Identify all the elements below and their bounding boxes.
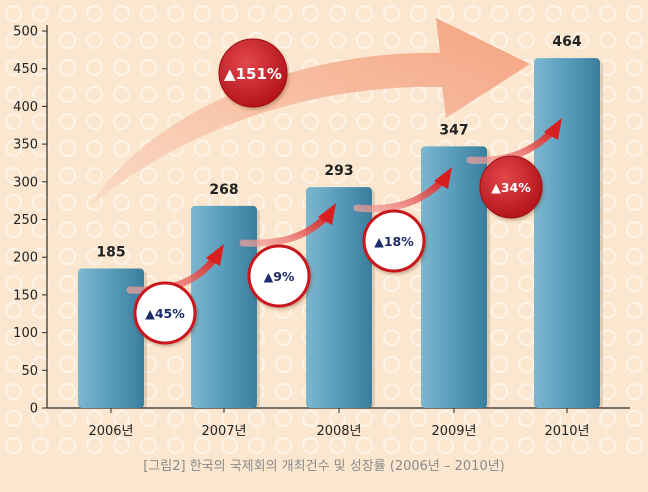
bars-group: 185 268 293 347 464: [78, 34, 603, 408]
growth-arrow-head: [434, 167, 452, 189]
growth-badge-label: ▲34%: [491, 180, 531, 195]
figure-caption: [그림2] 한국의 국제회의 개최건수 및 성장률 (2006년 – 2010년…: [143, 459, 505, 474]
x-tick-label: 2009년: [431, 424, 476, 439]
growth-badge: [133, 281, 197, 345]
bar-value-label: 185: [96, 245, 125, 261]
y-tick-label: 50: [21, 364, 38, 379]
growth-arrow-head: [544, 118, 562, 140]
bar: [421, 146, 487, 408]
y-tick-label: 0: [30, 402, 38, 417]
growth-badge-label: ▲9%: [264, 269, 295, 284]
y-tick-label: 250: [13, 213, 38, 228]
growth-badge: [479, 155, 543, 219]
bar: [534, 58, 600, 408]
growth-badge-label: ▲18%: [374, 234, 414, 249]
axes: 0 50 100 150 200 250 300 350 400 450 500 2006년 2007년…: [13, 25, 630, 439]
growth-annotations: ▲45% ▲9% ▲18% ▲34% ▲151%: [126, 38, 562, 345]
x-tick-label: 2010년: [544, 424, 589, 439]
bar-value-label: 347: [439, 122, 468, 138]
growth-badge-label: ▲45%: [145, 306, 185, 321]
overall-growth-label: ▲151%: [224, 65, 282, 83]
y-tick-label: 300: [13, 175, 38, 190]
bar: [191, 205, 257, 408]
y-tick-label: 350: [13, 138, 38, 153]
growth-arrow-head: [206, 244, 224, 266]
overall-growth-badge: [218, 38, 288, 108]
bar-value-label: 293: [324, 163, 353, 179]
bar-value-label: 268: [209, 182, 238, 198]
y-tick-label: 150: [13, 288, 38, 303]
y-tick-label: 500: [13, 25, 38, 40]
growth-arrow-head: [318, 203, 336, 225]
bar: [306, 187, 372, 408]
y-tick-label: 400: [13, 100, 38, 115]
y-tick-label: 100: [13, 326, 38, 341]
overall-growth-arrow: [88, 18, 530, 208]
growth-badge: [362, 209, 426, 273]
x-tick-label: 2008년: [316, 424, 361, 439]
overall-growth-arrow-shape: [88, 18, 530, 208]
growth-badge: [247, 244, 311, 308]
x-tick-label: 2006년: [88, 424, 133, 439]
y-tick-label: 450: [13, 62, 38, 77]
x-tick-label: 2007년: [201, 424, 246, 439]
bar-value-label: 464: [552, 34, 581, 50]
bar: [78, 268, 144, 408]
y-tick-label: 200: [13, 251, 38, 266]
